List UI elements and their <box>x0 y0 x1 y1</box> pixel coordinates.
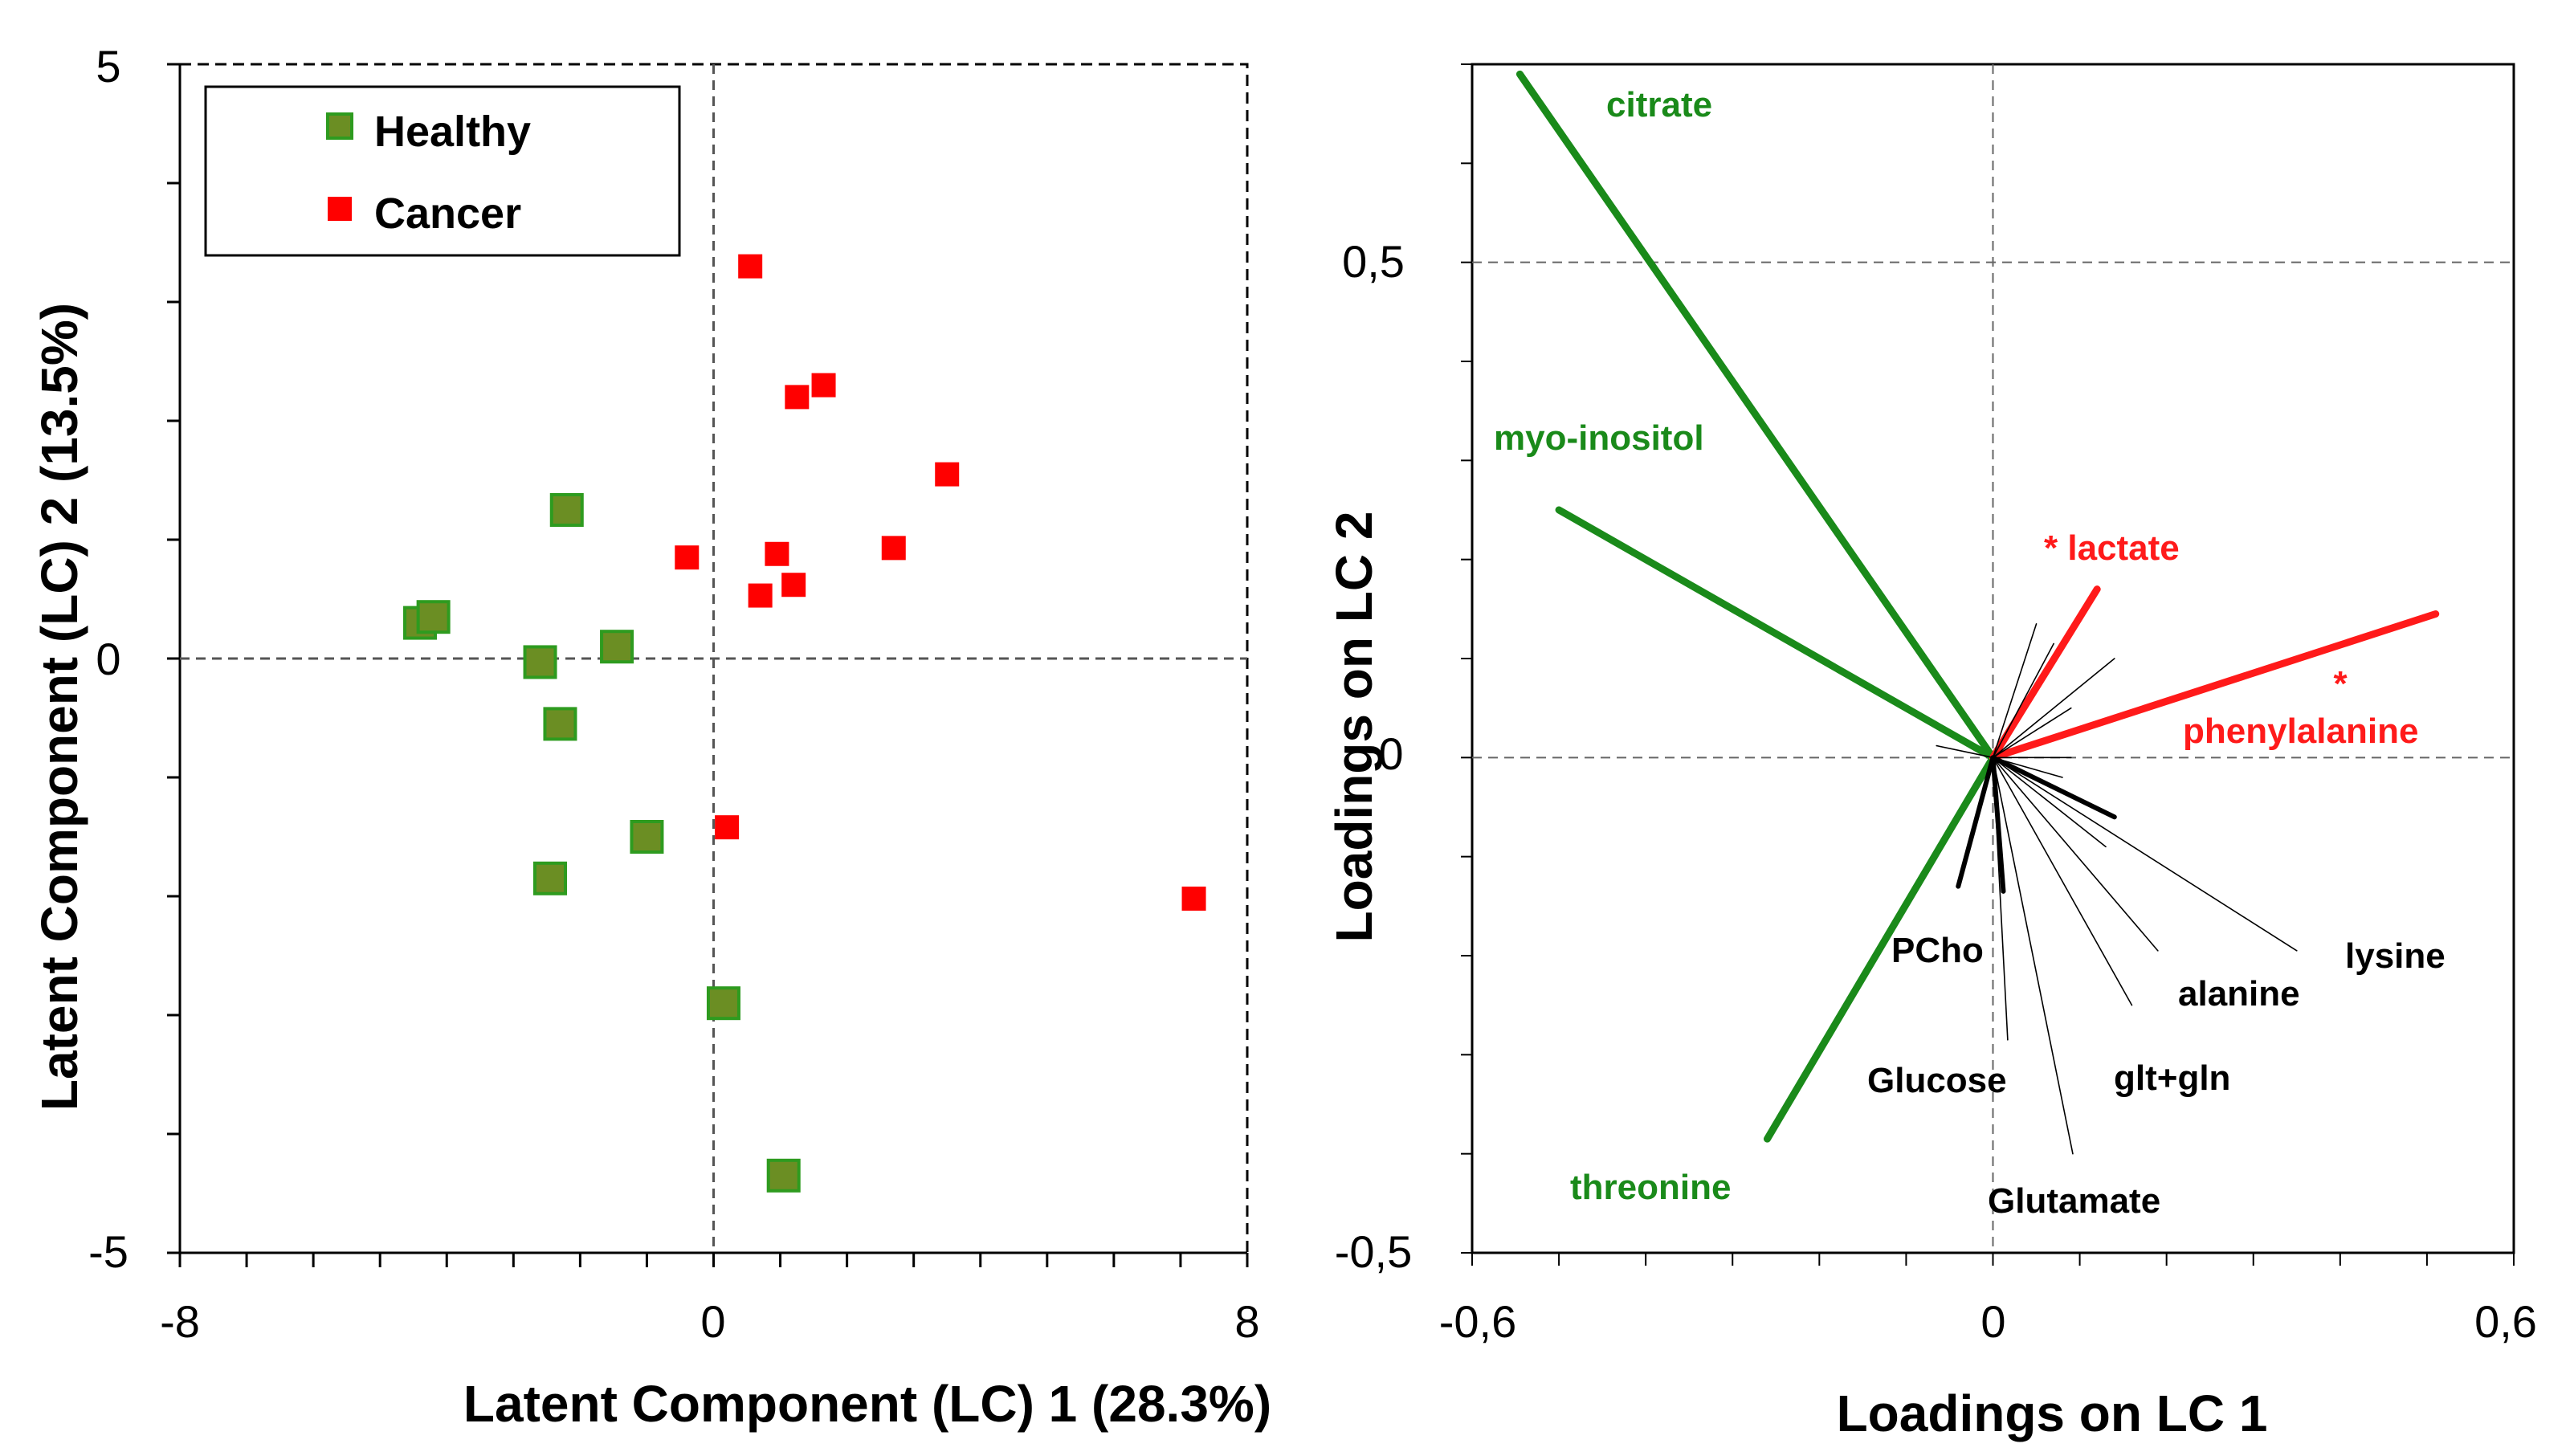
loadings-y-tick-label-top: 0,5 <box>1342 236 1405 287</box>
loadings-x-tick-label-right: 0,6 <box>2474 1296 2537 1347</box>
loading-vector-myo-inositol <box>1555 506 1997 761</box>
cancer-point <box>781 573 806 597</box>
legend-cancer-marker <box>328 197 352 221</box>
loading-vector-unlabeled-9 <box>1936 744 1994 759</box>
healthy-point <box>630 820 664 854</box>
loadings-plot: 0,5 0 -0,5 -0,6 0 0,6 Loadings on LC 1 L… <box>1325 63 2537 1442</box>
loadings-y-axis-title: Loadings on LC 2 <box>1325 512 1383 943</box>
loading-vector-unlabeled-3 <box>1992 757 2107 848</box>
scores-x-tick-label-zero: 0 <box>700 1296 725 1347</box>
legend: Healthy Cancer <box>204 85 681 257</box>
cancer-point <box>765 541 789 566</box>
vector-label-glt-gln: glt+gln <box>2114 1058 2230 1098</box>
vector-label-citrate: citrate <box>1606 85 1712 124</box>
loadings-y-tick-label-zero: 0 <box>1378 728 1403 779</box>
loading-vectors <box>1515 70 2440 1155</box>
vector-label-lactate: * lactate <box>2044 528 2180 568</box>
loadings-y-tick-label-bottom: -0,5 <box>1335 1226 1413 1277</box>
loading-vector-unlabeled-4 <box>1992 623 2038 759</box>
loading-vector-citrate <box>1515 70 1997 761</box>
healthy-point <box>532 861 567 895</box>
vector-label-pcho: PCho <box>1891 931 1984 970</box>
loading-vector-unlabeled-10 <box>1992 757 2063 778</box>
healthy-point <box>543 707 577 741</box>
legend-healthy-label: Healthy <box>374 108 531 156</box>
cancer-point <box>738 254 763 279</box>
scores-plot: 5 0 -5 -8 0 8 Latent Component (LC) 1 (2… <box>31 41 1271 1433</box>
cancer-point <box>715 815 740 840</box>
vector-label-threonine: threonine <box>1570 1168 1731 1207</box>
scores-points <box>403 254 1206 1193</box>
cancer-point <box>748 583 773 608</box>
scores-y-axis-title: Latent Component (LC) 2 (13.5%) <box>31 303 88 1111</box>
vector-label-glucose: Glucose <box>1867 1061 2007 1100</box>
cancer-point <box>881 536 906 561</box>
scores-zero-guides <box>180 64 1247 1253</box>
healthy-point <box>416 600 451 634</box>
vector-label-lysine: lysine <box>2345 936 2446 976</box>
vector-label-alanine: alanine <box>2178 974 2300 1013</box>
legend-box <box>204 85 681 257</box>
loading-vector-glutamate <box>1992 757 2074 1155</box>
healthy-point <box>523 645 557 679</box>
healthy-point <box>600 630 634 664</box>
cancer-point <box>811 373 836 398</box>
loadings-tick-marks <box>1461 63 2515 1266</box>
loading-vector-glt-gln <box>1992 757 2133 1006</box>
cancer-point <box>785 385 810 410</box>
healthy-point <box>549 493 584 527</box>
loading-vector-alanine <box>1992 757 2159 952</box>
loadings-x-tick-label-left: -0,6 <box>1439 1296 1517 1347</box>
scores-x-tick-label-left: -8 <box>160 1296 200 1347</box>
loading-vector-phenylalanine <box>1989 610 2440 761</box>
loading-vector-unlabeled-6 <box>1992 658 2115 759</box>
scores-y-tick-label-zero: 0 <box>96 634 120 684</box>
phenylalanine-significance-asterisk: * <box>2333 664 2348 704</box>
scores-y-tick-label-top: 5 <box>96 41 120 92</box>
scores-x-axis-title: Latent Component (LC) 1 (28.3%) <box>463 1375 1271 1433</box>
legend-cancer-label: Cancer <box>374 190 521 238</box>
loading-vector-lysine <box>1992 757 2298 952</box>
vector-label-phenylalanine: phenylalanine <box>2183 712 2418 751</box>
loading-vector-threonine <box>1763 753 1997 1143</box>
scores-x-tick-label-right: 8 <box>1234 1296 1259 1347</box>
legend-healthy-marker <box>326 112 353 140</box>
scores-tick-marks <box>167 63 1249 1267</box>
healthy-point <box>766 1158 801 1193</box>
loading-vector-lactate <box>1989 585 2101 761</box>
loadings-x-axis-title: Loadings on LC 1 <box>1837 1385 2268 1442</box>
vector-label-myo-inositol: myo-inositol <box>1494 418 1704 458</box>
loading-vector-unlabeled-5 <box>1992 642 2054 759</box>
loading-vector-unlabeled-2 <box>1990 755 2006 894</box>
cancer-point <box>935 462 960 487</box>
loading-vector-unlabeled-7 <box>1992 707 2072 759</box>
scores-y-tick-label-bottom: -5 <box>88 1226 128 1277</box>
cancer-point <box>675 545 700 570</box>
loadings-x-tick-label-zero: 0 <box>1980 1296 2005 1347</box>
loading-vector-pcho <box>1956 755 1996 889</box>
vector-label-glutamate: Glutamate <box>1988 1181 2160 1221</box>
healthy-point <box>706 986 740 1021</box>
cancer-point <box>1181 886 1206 911</box>
loading-vector-unlabeled-1 <box>1990 755 2117 820</box>
